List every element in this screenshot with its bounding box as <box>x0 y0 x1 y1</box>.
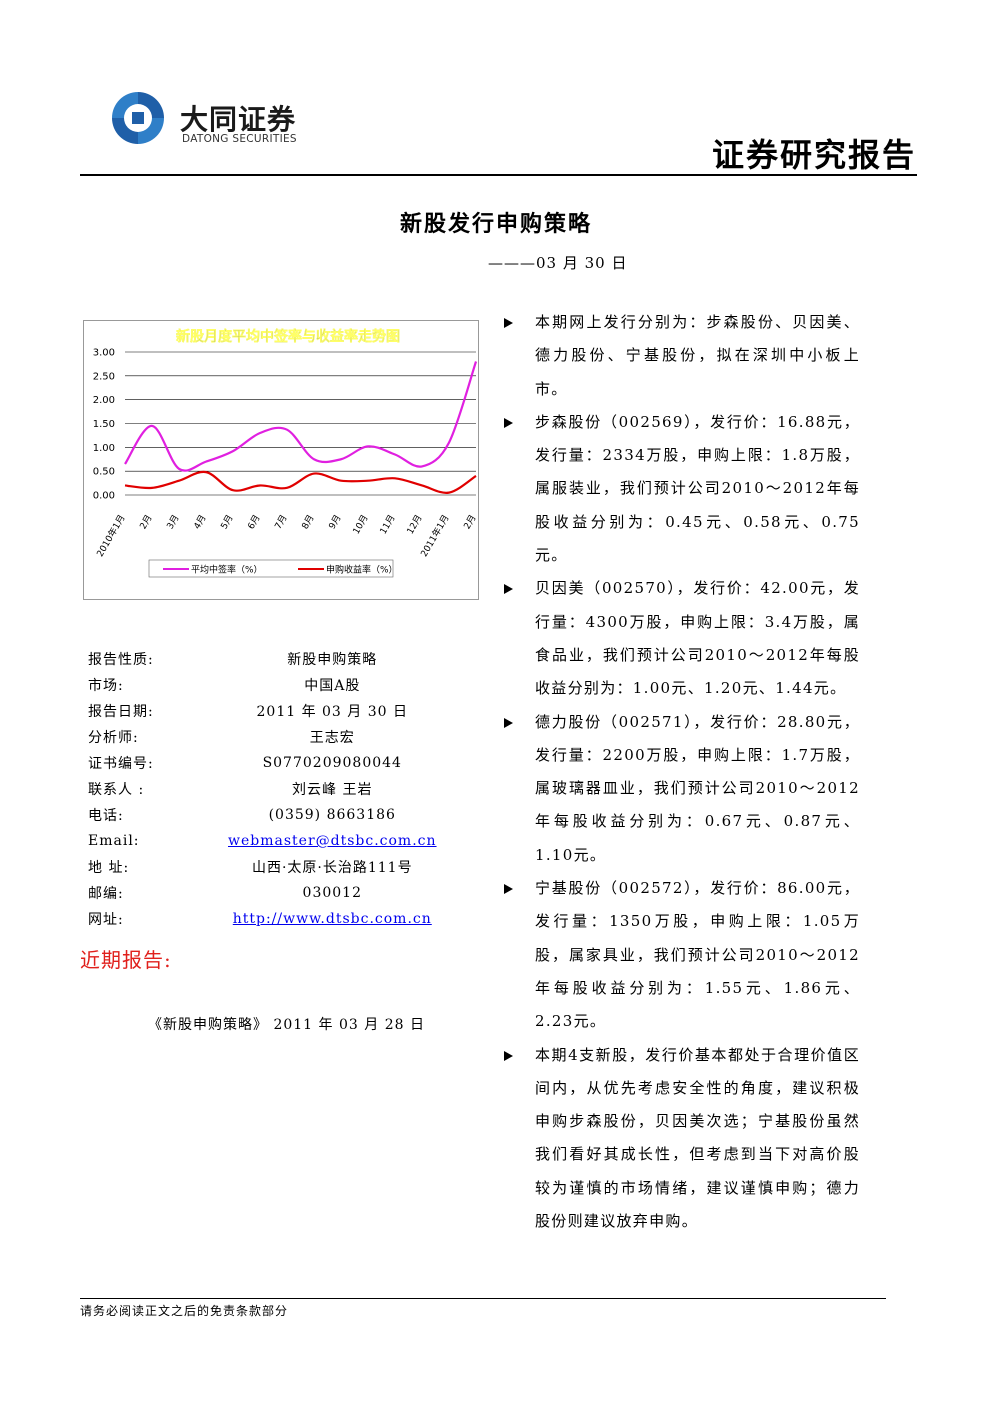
bullet-text: 本期网上发行分别为：步森股份、贝因美、德力股份、宁基股份，拟在深圳中小板上市。 <box>535 313 860 398</box>
info-label: 分析师: <box>88 730 139 746</box>
info-value: 新股申购策略 <box>287 652 378 668</box>
bullet-arrow <box>504 884 513 895</box>
info-row: 报告性质: 新股申购策略 <box>88 646 437 672</box>
bullet-item: 德力股份（002571），发行价：28.80元，发行量：2200万股，申购上限：… <box>498 706 860 872</box>
footer: 请务必阅读正文之后的免责条款部分 <box>80 1304 289 1318</box>
recent-title: 近期报告: <box>80 948 172 972</box>
info-value: (0359) 8663186 <box>268 807 396 823</box>
recent-item: 《新股申购策略》 2011 年 03 月 28 日 <box>148 1017 425 1033</box>
header-rule <box>80 174 917 176</box>
legend-label: 申购收益率（%） <box>326 564 398 576</box>
info-label: Email: <box>88 833 140 849</box>
bullet-item: 贝因美（002570），发行价：42.00元，发行量：4300万股，申购上限：3… <box>498 572 860 705</box>
y-tick-label: 1.00 <box>93 443 115 454</box>
info-value: 山西·太原·长治路111号 <box>251 860 413 876</box>
info-row: 地 址: 山西·太原·长治路111号 <box>88 854 437 880</box>
footer-rule <box>80 1298 886 1299</box>
bullet-text: 本期4支新股，发行价基本都处于合理价值区间内，从优先考虑安全性的角度，建议积极申… <box>535 1045 860 1231</box>
chart: 新股月度平均中签率与收益率走势图 0.00 0.50 1.00 1.50 2.00 2.5… <box>83 320 479 600</box>
info-label: 联系人 : <box>88 782 145 798</box>
bullet-item: 本期网上发行分别为：步森股份、贝因美、德力股份、宁基股份，拟在深圳中小板上市。 <box>498 306 860 406</box>
series-line <box>124 361 478 472</box>
chart-frame <box>83 320 479 600</box>
info-row: 报告日期: 2011 年 03 月 30 日 <box>88 698 437 724</box>
bullet-text: 宁基股份（002572），发行价：86.00元，发行量：1350万股，申购上限：… <box>535 879 860 1031</box>
bullet-arrow <box>504 584 513 595</box>
info-value: webmaster@dtsbc.com.cn <box>228 828 437 854</box>
bullet-arrow <box>504 1050 513 1061</box>
bullet-arrow <box>504 417 513 428</box>
info-label: 市场: <box>88 678 124 694</box>
info-label: 网址: <box>88 912 124 928</box>
info-label: 证书编号: <box>88 756 154 772</box>
info-label: 电话: <box>88 808 124 824</box>
series-line <box>124 470 477 494</box>
logo-subtext: DATONG SECURITIES <box>182 133 297 145</box>
info-link[interactable]: webmaster@dtsbc.com.cn <box>228 833 437 849</box>
info-row: 电话: (0359) 8663186 <box>88 802 437 828</box>
bullet-list: 本期网上发行分别为：步森股份、贝因美、德力股份、宁基股份，拟在深圳中小板上市。步… <box>498 306 860 1238</box>
info-value: 030012 <box>302 885 362 901</box>
info-label: 报告性质: <box>88 652 154 668</box>
info-row: 证书编号: S0770209080044 <box>88 750 437 776</box>
info-value: 中国A股 <box>304 678 361 694</box>
y-tick-label: 0.50 <box>93 467 115 478</box>
y-tick-label: 0.00 <box>93 491 115 502</box>
legend-box <box>148 559 394 578</box>
y-tick-label: 2.50 <box>93 371 115 382</box>
info-row: 分析师: 王志宏 <box>88 724 437 750</box>
bullet-text: 德力股份（002571），发行价：28.80元，发行量：2200万股，申购上限：… <box>535 712 860 864</box>
info-label: 报告日期: <box>88 704 154 720</box>
bullet-item: 本期4支新股，发行价基本都处于合理价值区间内，从优先考虑安全性的角度，建议积极申… <box>498 1039 860 1239</box>
logo-text: 大同证券 <box>180 103 297 136</box>
info-row: 邮编: 030012 <box>88 880 437 906</box>
info-value: S0770209080044 <box>262 755 402 771</box>
info-link[interactable]: http://www.dtsbc.com.cn <box>232 911 432 927</box>
info-value: 王志宏 <box>309 730 355 746</box>
info-value: 刘云峰 王岩 <box>292 782 373 798</box>
bullet-item: 宁基股份（002572），发行价：86.00元，发行量：1350万股，申购上限：… <box>498 872 860 1038</box>
bullet-arrow <box>504 717 513 728</box>
info-row: 市场: 中国A股 <box>88 672 437 698</box>
bullet-item: 步森股份（002569），发行价：16.88元，发行量：2334万股，申购上限：… <box>498 406 860 572</box>
chart-title: 新股月度平均中签率与收益率走势图 <box>176 328 400 345</box>
y-tick-label: 2.00 <box>93 395 115 406</box>
info-row: 联系人 : 刘云峰 王岩 <box>88 776 437 802</box>
info-table: 报告性质: 新股申购策略市场: 中国A股报告日期: 2011 年 03 月 30 日分… <box>88 646 437 932</box>
info-label: 邮编: <box>88 886 124 902</box>
y-tick-label: 1.50 <box>93 419 115 430</box>
legend-label: 平均中签率（%） <box>191 564 263 576</box>
bullet-text: 步森股份（002569），发行价：16.88元，发行量：2334万股，申购上限：… <box>535 412 860 565</box>
doc-date: ———03 月 30 日 <box>488 254 628 272</box>
bullet-text: 贝因美（002570），发行价：42.00元，发行量：4300万股，申购上限：3… <box>535 579 860 698</box>
info-value: http://www.dtsbc.com.cn <box>228 906 437 932</box>
bullet-arrow <box>504 318 513 328</box>
logo-icon <box>112 92 164 144</box>
report-type: 证券研究报告 <box>711 136 916 174</box>
info-row: Email: webmaster@dtsbc.com.cn <box>88 828 437 854</box>
info-value: 2011 年 03 月 30 日 <box>256 704 409 720</box>
y-tick-label: 3.00 <box>93 348 115 359</box>
info-row: 网址: http://www.dtsbc.com.cn <box>88 906 437 932</box>
info-label: 地 址: <box>88 860 130 876</box>
doc-title: 新股发行申购策略 <box>399 211 592 237</box>
